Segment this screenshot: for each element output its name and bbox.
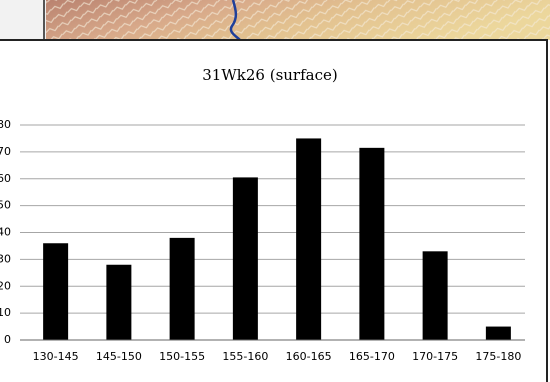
screen: 31Wk26 (surface) 0 10 20 30 40 50 60 70 80 130-14…: [0, 0, 550, 382]
bar: [423, 251, 448, 340]
x-tick-label: 145-150: [96, 350, 142, 363]
bar: [296, 138, 321, 340]
y-tick-label: 60: [0, 172, 11, 185]
y-tick-label: 30: [0, 252, 11, 265]
bar: [359, 148, 384, 340]
bar: [233, 177, 258, 340]
y-tick-label: 0: [4, 333, 11, 346]
y-tick-label: 40: [0, 226, 11, 239]
x-tick-label: 160-165: [286, 350, 332, 363]
bar: [106, 265, 131, 340]
x-tick-label: 175-180: [475, 350, 521, 363]
bar: [486, 327, 511, 340]
y-tick-label: 20: [0, 279, 11, 292]
x-tick-label: 150-155: [159, 350, 205, 363]
page: 31Wk26 (surface) 0 10 20 30 40 50 60 70 80 130-14…: [0, 0, 550, 382]
chart-panel: [0, 40, 547, 382]
x-tick-label: 170-175: [412, 350, 458, 363]
x-tick-label: 130-145: [33, 350, 79, 363]
y-tick-label: 80: [0, 118, 11, 131]
y-tick-label: 10: [0, 306, 11, 319]
x-tick-label: 155-160: [222, 350, 268, 363]
y-tick-label: 50: [0, 199, 11, 212]
bar: [170, 238, 195, 340]
y-tick-label: 70: [0, 145, 11, 158]
bar: [43, 243, 68, 340]
x-tick-label: 165-170: [349, 350, 395, 363]
chart-title: 31Wk26 (surface): [202, 66, 337, 84]
map-background: [0, 0, 550, 40]
